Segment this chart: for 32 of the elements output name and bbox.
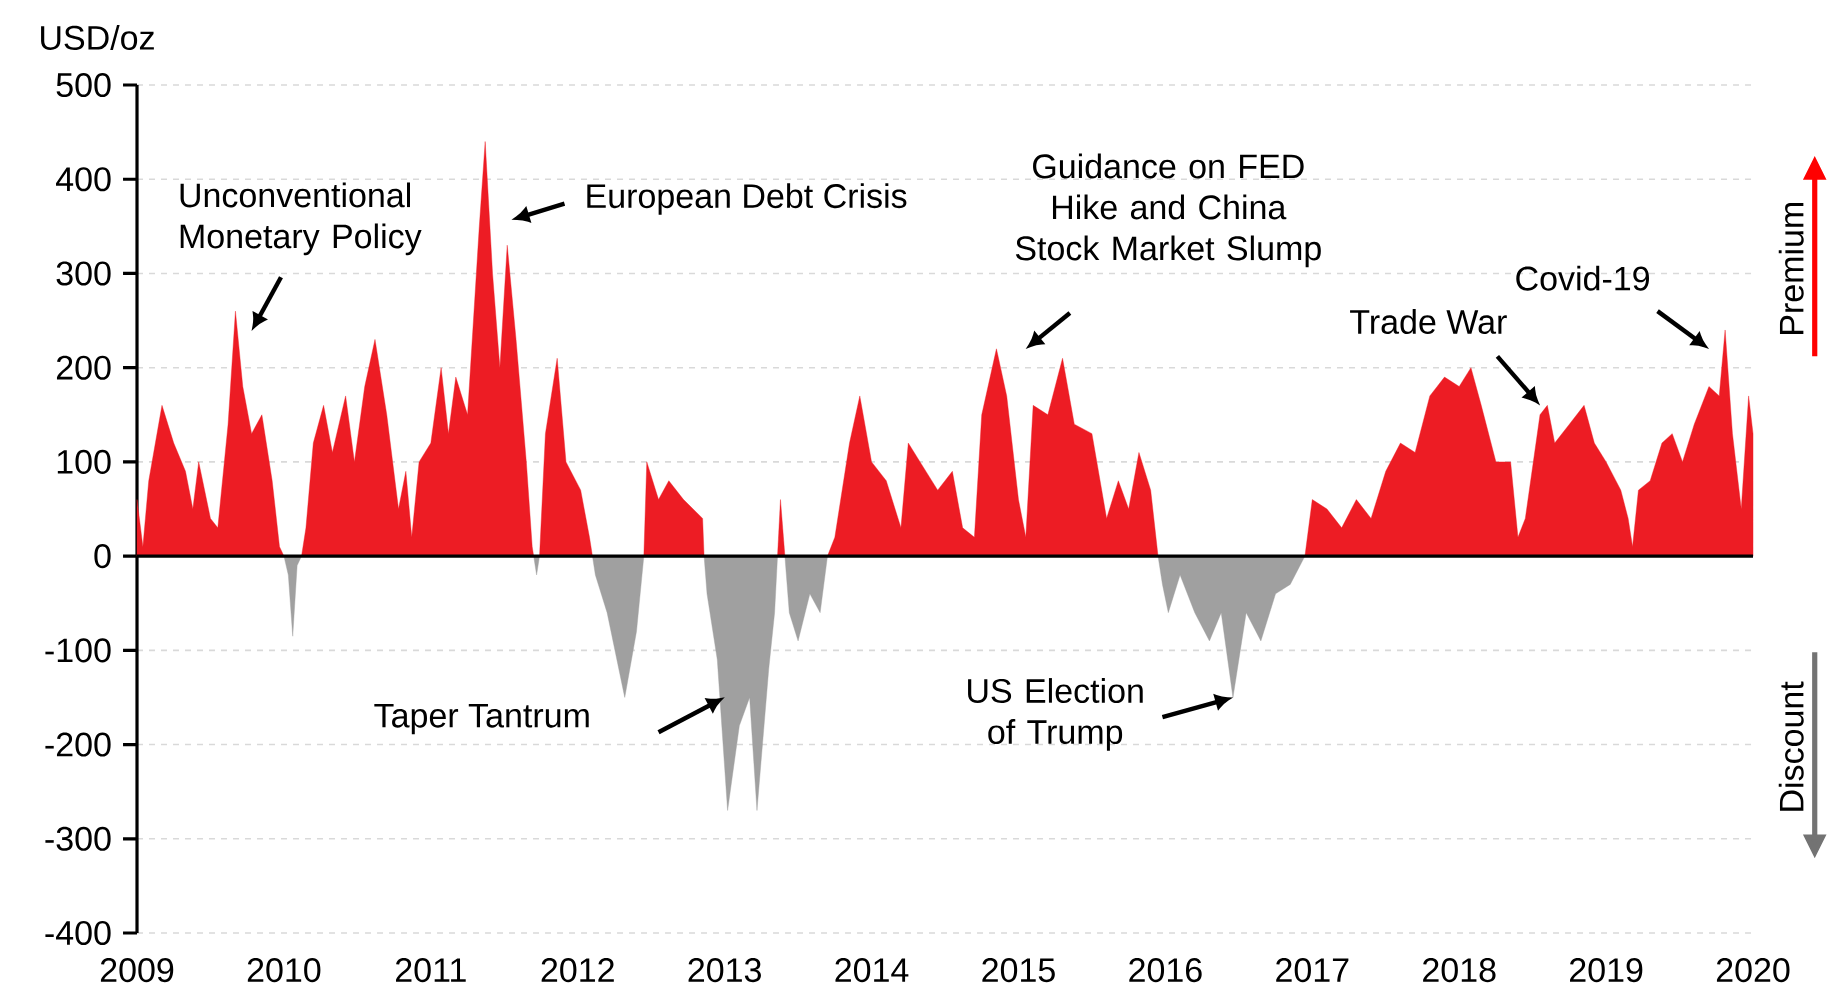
x-tick-label: 2019 xyxy=(1570,958,1643,983)
y-tick-label: 400 xyxy=(56,167,111,192)
y-tick-label: 0 xyxy=(94,544,111,569)
x-tick-label: 2014 xyxy=(835,958,909,983)
y-tick-label: 500 xyxy=(56,72,111,98)
x-tick-label: 2013 xyxy=(688,958,761,983)
y-tick-label: -400 xyxy=(45,920,111,946)
x-tick-label: 2012 xyxy=(541,958,614,983)
x-tick-label: 2010 xyxy=(247,958,321,983)
y-tick-label: 200 xyxy=(56,355,111,380)
x-tick-label: 2015 xyxy=(982,958,1055,983)
y-tick-label: -100 xyxy=(45,638,111,663)
text: Premium xyxy=(1778,202,1804,334)
annotation: Guidance on FED Hike and China Stock Market Slump xyxy=(1015,153,1321,268)
y-tick-label: -200 xyxy=(45,732,111,757)
y-tick-label: -300 xyxy=(45,826,111,851)
x-tick-label: 2009 xyxy=(100,958,174,983)
annotation: European Debt Crisis xyxy=(587,183,907,215)
annotation: Taper Tantrum xyxy=(374,703,589,735)
text: Discount xyxy=(1778,681,1804,811)
annotation: US Election of Trump xyxy=(968,678,1143,751)
x-tick-label: 2011 xyxy=(396,958,466,983)
x-tick-label: 2016 xyxy=(1129,958,1202,983)
x-tick-label: 2020 xyxy=(1716,958,1790,983)
annotation: Covid-19 xyxy=(1516,265,1650,291)
annotation: Trade War xyxy=(1350,309,1507,334)
x-tick-label: 2018 xyxy=(1423,958,1496,983)
y-axis-title: USD/oz xyxy=(41,24,154,50)
x-tick-label: 2017 xyxy=(1276,958,1349,983)
y-tick-label: 300 xyxy=(56,261,111,286)
annotation: Unconventional Monetary Policy xyxy=(180,182,422,256)
y-tick-label: 100 xyxy=(57,449,111,474)
